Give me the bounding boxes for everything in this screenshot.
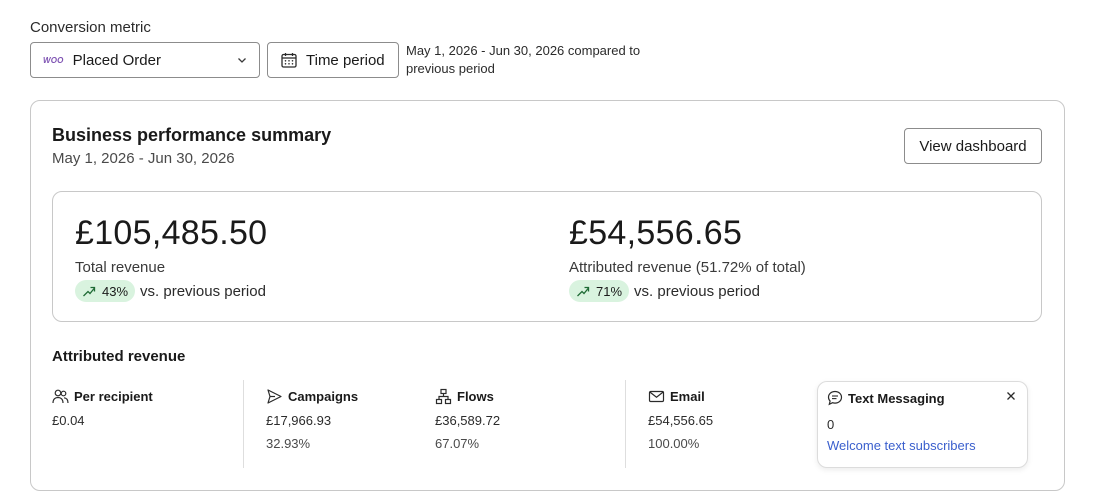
- attributed-revenue-change-text: vs. previous period: [634, 282, 760, 300]
- time-period-label: Time period: [306, 51, 385, 69]
- total-revenue-change-text: vs. previous period: [140, 282, 266, 300]
- text-messaging-value: 0: [827, 417, 835, 432]
- conversion-metric-label: Conversion metric: [30, 19, 151, 36]
- campaigns-pct: 32.93%: [266, 436, 311, 451]
- conversion-metric-select[interactable]: WOO Placed Order: [30, 42, 260, 78]
- flows-value: £36,589.72: [435, 413, 501, 428]
- total-revenue-kpi: £105,485.50 Total revenue 43% vs. previo…: [75, 214, 267, 302]
- welcome-text-subscribers-link[interactable]: Welcome text subscribers: [827, 438, 976, 453]
- attributed-revenue-label: Attributed revenue (51.72% of total): [569, 259, 806, 276]
- card-title: Business performance summary: [52, 125, 332, 145]
- chat-bubble-icon: [827, 390, 843, 406]
- attributed-revenue-value: £54,556.65: [569, 214, 743, 252]
- email-label: Email: [670, 388, 705, 404]
- email-pct: 100.00%: [648, 436, 700, 451]
- time-period-button[interactable]: Time period: [267, 42, 399, 78]
- users-icon: [52, 388, 69, 405]
- revenue-summary-box: £105,485.50 Total revenue 43% vs. previo…: [52, 191, 1042, 322]
- campaigns-value: £17,966.93: [266, 413, 332, 428]
- calendar-icon: [280, 51, 298, 69]
- text-messaging-label: Text Messaging: [848, 390, 945, 406]
- email-value: £54,556.65: [648, 413, 714, 428]
- campaigns-label: Campaigns: [288, 388, 359, 404]
- attributed-revenue-title: Attributed revenue: [52, 348, 186, 365]
- divider: [625, 380, 626, 468]
- trend-up-icon: [576, 284, 590, 298]
- comparison-date-range: May 1, 2026 - Jun 30, 2026 compared to p…: [406, 43, 641, 76]
- per-recipient-stat: Per recipient £0.04: [52, 387, 153, 429]
- total-revenue-value: £105,485.50: [75, 214, 268, 252]
- attributed-revenue-kpi: £54,556.65 Attributed revenue (51.72% of…: [569, 214, 806, 302]
- text-messaging-card: Text Messaging 0 Welcome text subscriber…: [817, 381, 1028, 468]
- flows-pct: 67.07%: [435, 436, 480, 451]
- woocommerce-logo: WOO: [43, 55, 64, 65]
- flows-label: Flows: [457, 388, 494, 404]
- close-icon[interactable]: [1005, 390, 1017, 402]
- total-revenue-change: 43%: [102, 283, 129, 299]
- attributed-revenue-change-badge: 71%: [569, 280, 630, 302]
- per-recipient-value: £0.04: [52, 413, 85, 428]
- total-revenue-change-badge: 43%: [75, 280, 136, 302]
- trend-up-icon: [82, 284, 96, 298]
- view-dashboard-button[interactable]: View dashboard: [904, 128, 1042, 164]
- total-revenue-label: Total revenue: [75, 259, 166, 276]
- divider: [243, 380, 244, 468]
- send-icon: [266, 388, 283, 405]
- email-stat: Email £54,556.65 100.00%: [648, 387, 714, 452]
- card-date-range: May 1, 2026 - Jun 30, 2026: [52, 150, 235, 167]
- chevron-down-icon: [237, 55, 247, 65]
- business-performance-card: Business performance summary May 1, 2026…: [30, 100, 1065, 491]
- campaigns-stat: Campaigns £17,966.93 32.93%: [266, 387, 359, 452]
- envelope-icon: [648, 388, 665, 405]
- flow-icon: [435, 388, 452, 405]
- conversion-metric-value: Placed Order: [72, 51, 161, 69]
- per-recipient-label: Per recipient: [74, 388, 153, 404]
- flows-stat: Flows £36,589.72 67.07%: [435, 387, 500, 451]
- attributed-revenue-change: 71%: [596, 283, 623, 299]
